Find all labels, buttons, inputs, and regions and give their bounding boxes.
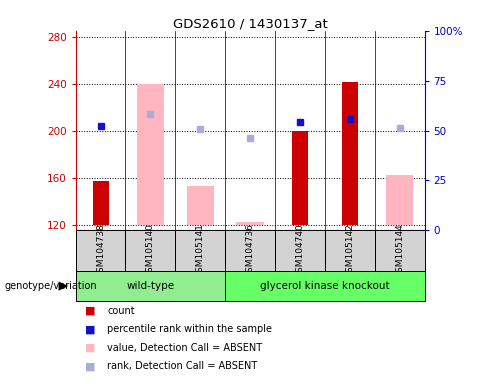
Text: ■: ■ (85, 306, 96, 316)
Bar (186, 186, 214, 225)
Text: GSM105142: GSM105142 (346, 223, 354, 278)
Bar (375, 230, 425, 271)
Bar (275, 230, 325, 271)
Bar (342, 83, 358, 225)
Text: ■: ■ (85, 361, 96, 371)
Text: genotype/variation: genotype/variation (5, 281, 98, 291)
Text: GSM104736: GSM104736 (245, 223, 255, 278)
Bar (236, 222, 264, 225)
Bar (225, 230, 275, 271)
Bar (125, 230, 175, 271)
Text: GSM105144: GSM105144 (395, 223, 404, 278)
Bar (292, 131, 308, 225)
Text: value, Detection Call = ABSENT: value, Detection Call = ABSENT (107, 343, 263, 353)
Bar (76, 271, 225, 301)
Bar (76, 230, 125, 271)
Bar (175, 230, 225, 271)
Bar (386, 175, 413, 225)
Bar (137, 84, 164, 225)
Bar (225, 271, 425, 301)
Bar (325, 230, 375, 271)
Bar (93, 181, 108, 225)
Text: count: count (107, 306, 135, 316)
Text: ■: ■ (85, 324, 96, 334)
Text: ■: ■ (85, 343, 96, 353)
Text: percentile rank within the sample: percentile rank within the sample (107, 324, 272, 334)
Text: GSM105140: GSM105140 (146, 223, 155, 278)
Title: GDS2610 / 1430137_at: GDS2610 / 1430137_at (173, 17, 327, 30)
Text: rank, Detection Call = ABSENT: rank, Detection Call = ABSENT (107, 361, 258, 371)
Text: GSM104740: GSM104740 (295, 223, 305, 278)
Text: glycerol kinase knockout: glycerol kinase knockout (260, 281, 390, 291)
Text: wild-type: wild-type (126, 281, 175, 291)
Text: GSM104738: GSM104738 (96, 223, 105, 278)
Text: GSM105141: GSM105141 (196, 223, 205, 278)
